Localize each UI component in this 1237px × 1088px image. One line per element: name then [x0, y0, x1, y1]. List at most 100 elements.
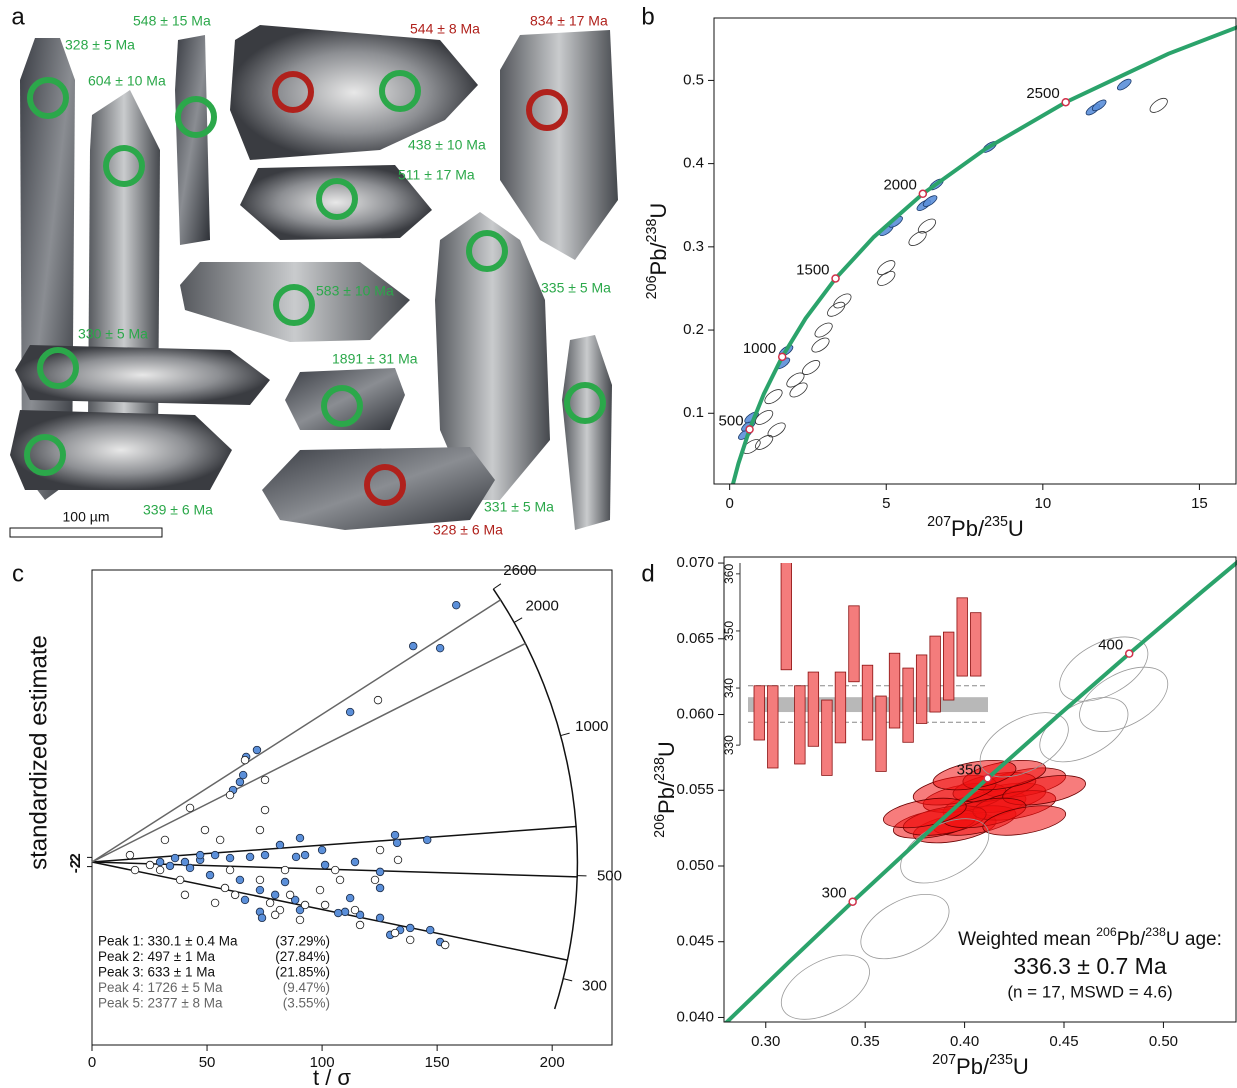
- data-point: [301, 851, 309, 859]
- data-point: [261, 806, 269, 814]
- age-marker: [919, 190, 926, 197]
- data-point: [316, 886, 324, 894]
- data-point: [351, 858, 359, 866]
- data-point: [374, 696, 382, 704]
- data-point: [321, 861, 329, 869]
- y-tick-label: 0.5: [683, 71, 704, 88]
- radial-tick: [563, 979, 572, 981]
- age-bar: [768, 686, 779, 768]
- data-ellipse: [1029, 684, 1138, 775]
- age-label: 438 ± 10 Ma: [408, 137, 486, 153]
- data-point: [346, 894, 354, 902]
- data-point: [261, 851, 269, 859]
- age-label: 583 ± 10 Ma: [316, 283, 394, 299]
- data-point: [171, 854, 179, 862]
- x-tick-label: 0.30: [751, 1033, 780, 1050]
- age-label: 511 ± 17 Ma: [398, 167, 475, 183]
- age-marker-label: 2500: [1026, 85, 1059, 102]
- label-part: U: [654, 741, 679, 757]
- superscript: 206: [652, 814, 668, 838]
- data-point: [371, 876, 379, 884]
- data-point: [356, 921, 364, 929]
- data-point: [261, 776, 269, 784]
- age-label: 604 ± 10 Ma: [88, 73, 166, 89]
- data-point: [226, 866, 234, 874]
- age-bar: [916, 655, 927, 724]
- peak-fraction: (27.84%): [275, 949, 330, 964]
- age-marker-label: 400: [1098, 637, 1123, 654]
- data-point: [426, 926, 434, 934]
- grain: [175, 35, 210, 245]
- superscript: 235: [984, 514, 1008, 530]
- x-tick-label: 15: [1191, 495, 1208, 512]
- age-label: 328 ± 5 Ma: [65, 37, 135, 53]
- data-point: [126, 851, 134, 859]
- age-label: 335 ± 5 Ma: [541, 280, 611, 296]
- data-ellipse: [875, 258, 897, 278]
- age-marker-label: 350: [957, 761, 982, 778]
- data-point: [239, 771, 247, 779]
- age-bar: [957, 598, 968, 676]
- label-part: Pb/: [956, 1054, 990, 1079]
- data-point: [346, 708, 354, 716]
- data-point: [201, 826, 209, 834]
- data-point: [206, 871, 214, 879]
- y-axis-title: standardized estimate: [25, 635, 52, 870]
- y-axis-title: 206Pb/238U: [652, 741, 679, 838]
- label-part: Weighted mean: [958, 929, 1096, 950]
- data-point: [271, 911, 279, 919]
- age-marker: [1126, 650, 1133, 657]
- y-tick-label: 0.4: [683, 155, 704, 172]
- age-label: 330 ± 5 Ma: [78, 326, 148, 342]
- peak-label: Peak 2: 497 ± 1 Ma: [98, 949, 215, 964]
- age-label: 1891 ± 31 Ma: [332, 351, 418, 367]
- data-point: [146, 861, 154, 869]
- data-point: [296, 834, 304, 842]
- x-axis-title: t / σ: [313, 1065, 351, 1088]
- data-ellipse: [766, 420, 788, 440]
- peak-label: Peak 1: 330.1 ± 0.4 Ma: [98, 934, 238, 949]
- age-marker: [779, 353, 786, 360]
- data-point: [334, 909, 342, 917]
- y-tick-label: 0.060: [676, 705, 714, 722]
- data-point: [452, 601, 460, 609]
- age-marker-label: 1500: [796, 261, 829, 278]
- peak-line: [92, 643, 525, 862]
- data-point: [253, 746, 261, 754]
- data-point: [331, 866, 339, 874]
- age-bar: [876, 696, 887, 771]
- data-point: [131, 866, 139, 874]
- superscript: 206: [1096, 925, 1117, 939]
- age-label: 834 ± 17 Ma: [530, 13, 608, 29]
- radial-tick-label: 2600: [503, 562, 536, 579]
- y-tick-label: 0.3: [683, 238, 704, 255]
- data-ellipse: [907, 229, 929, 249]
- data-ellipse: [771, 942, 880, 1033]
- age-bar: [822, 700, 833, 775]
- superscript: 207: [927, 514, 951, 530]
- data-point: [436, 644, 444, 652]
- radial-tick-label: 300: [582, 977, 607, 994]
- age-label: 548 ± 15 Ma: [133, 13, 211, 29]
- peak-fraction: (21.85%): [275, 965, 330, 980]
- label-part: Pb/: [654, 780, 679, 814]
- data-ellipse: [875, 269, 897, 289]
- data-point: [281, 866, 289, 874]
- peak-label: Peak 5: 2377 ± 8 Ma: [98, 996, 223, 1011]
- age-bar: [808, 672, 819, 746]
- data-point: [156, 858, 164, 866]
- annotation-title: Weighted mean 206Pb/238U age:: [958, 925, 1222, 950]
- peak-label: Peak 4: 1726 ± 5 Ma: [98, 980, 223, 995]
- x-tick-label: 200: [540, 1054, 565, 1071]
- data-point: [256, 886, 264, 894]
- x-tick-label: 0.45: [1049, 1033, 1078, 1050]
- scale-bar: [10, 528, 162, 537]
- y-tick-label: 0.1: [683, 404, 704, 421]
- data-point: [271, 891, 279, 899]
- grain-images: 100 µm: [10, 25, 618, 537]
- y-tick-label: 0.070: [676, 554, 714, 571]
- y-tick-label: 0.040: [676, 1008, 714, 1025]
- radial-tick-label: 1000: [575, 718, 608, 735]
- data-point: [196, 851, 204, 859]
- data-point: [226, 791, 234, 799]
